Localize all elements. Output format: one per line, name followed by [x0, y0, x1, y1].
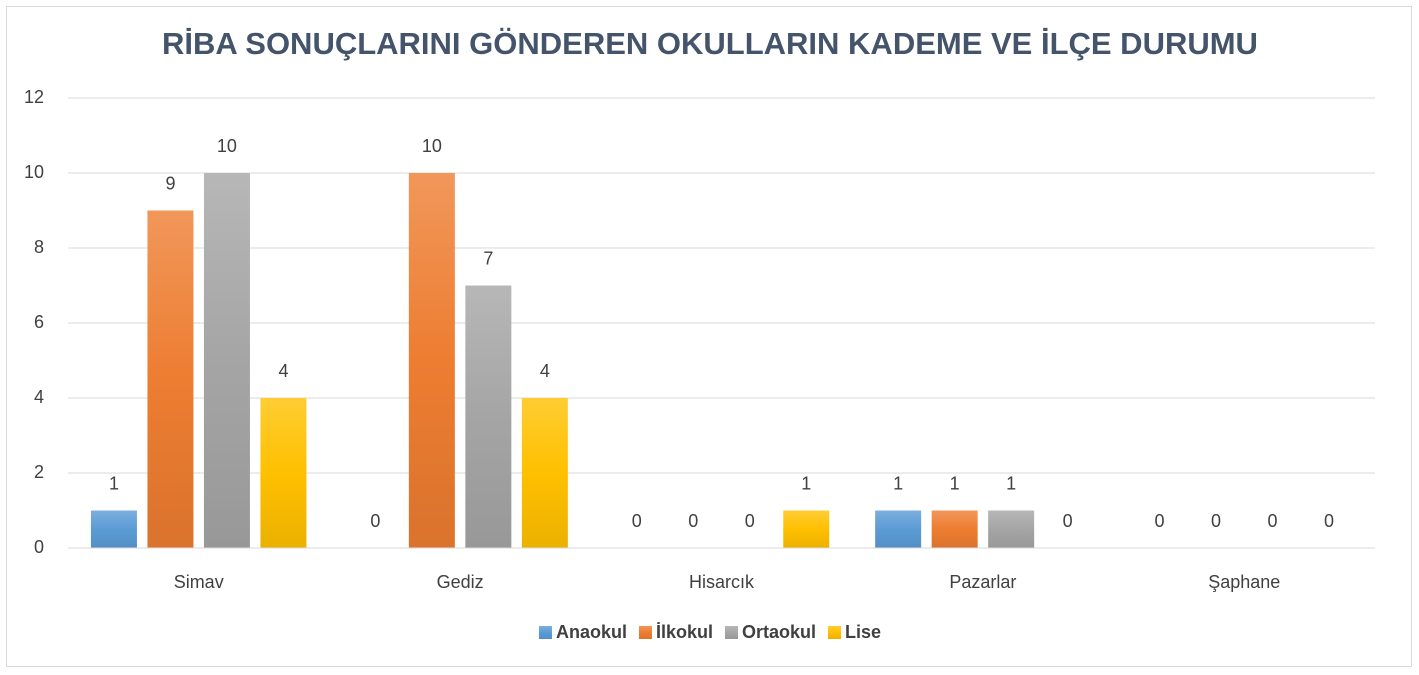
x-tick-label: Gediz — [437, 572, 484, 592]
bar — [465, 285, 512, 548]
data-label: 9 — [165, 173, 175, 193]
data-label: 0 — [1268, 511, 1278, 531]
legend-label: Anaokul — [556, 622, 627, 642]
x-tick-label: Hisarcık — [689, 572, 755, 592]
legend-label: İlkokul — [656, 622, 713, 642]
legend-swatch — [538, 626, 552, 639]
data-label: 0 — [632, 511, 642, 531]
y-tick-label: 2 — [34, 462, 44, 482]
data-label: 10 — [422, 136, 442, 156]
data-label: 1 — [950, 473, 960, 493]
data-label: 0 — [370, 511, 380, 531]
y-tick-label: 4 — [34, 387, 44, 407]
legend-swatch — [638, 626, 652, 639]
data-label: 1 — [1006, 473, 1016, 493]
data-label: 0 — [1063, 511, 1073, 531]
x-tick-label: Şaphane — [1208, 572, 1280, 592]
bar — [988, 510, 1035, 548]
data-label: 0 — [745, 511, 755, 531]
data-label: 4 — [540, 361, 550, 381]
bar — [783, 510, 830, 548]
data-label: 0 — [1324, 511, 1334, 531]
legend-swatch — [828, 626, 842, 639]
bar — [931, 510, 978, 548]
y-tick-label: 12 — [24, 87, 44, 107]
data-label: 0 — [1155, 511, 1165, 531]
bar — [875, 510, 922, 548]
data-label: 7 — [483, 248, 493, 268]
data-label: 1 — [893, 473, 903, 493]
x-tick-label: Pazarlar — [949, 572, 1016, 592]
data-label: 1 — [801, 473, 811, 493]
legend-swatch — [724, 626, 738, 639]
bar — [408, 173, 455, 548]
legend-label: Lise — [845, 622, 881, 642]
data-label: 10 — [217, 136, 237, 156]
bar — [90, 510, 137, 548]
data-label: 0 — [1211, 511, 1221, 531]
data-label: 0 — [688, 511, 698, 531]
bar — [521, 398, 568, 548]
legend-label: Ortaokul — [742, 622, 816, 642]
chart-title: RİBA SONUÇLARINI GÖNDEREN OKULLARIN KADE… — [162, 26, 1258, 61]
y-tick-label: 6 — [34, 312, 44, 332]
bar — [260, 398, 307, 548]
data-label: 1 — [109, 473, 119, 493]
y-tick-label: 8 — [34, 237, 44, 257]
y-tick-label: 0 — [34, 537, 44, 557]
bar — [147, 210, 194, 548]
x-tick-label: Simav — [174, 572, 224, 592]
bar — [203, 173, 250, 548]
y-tick-label: 10 — [24, 162, 44, 182]
data-label: 4 — [278, 361, 288, 381]
